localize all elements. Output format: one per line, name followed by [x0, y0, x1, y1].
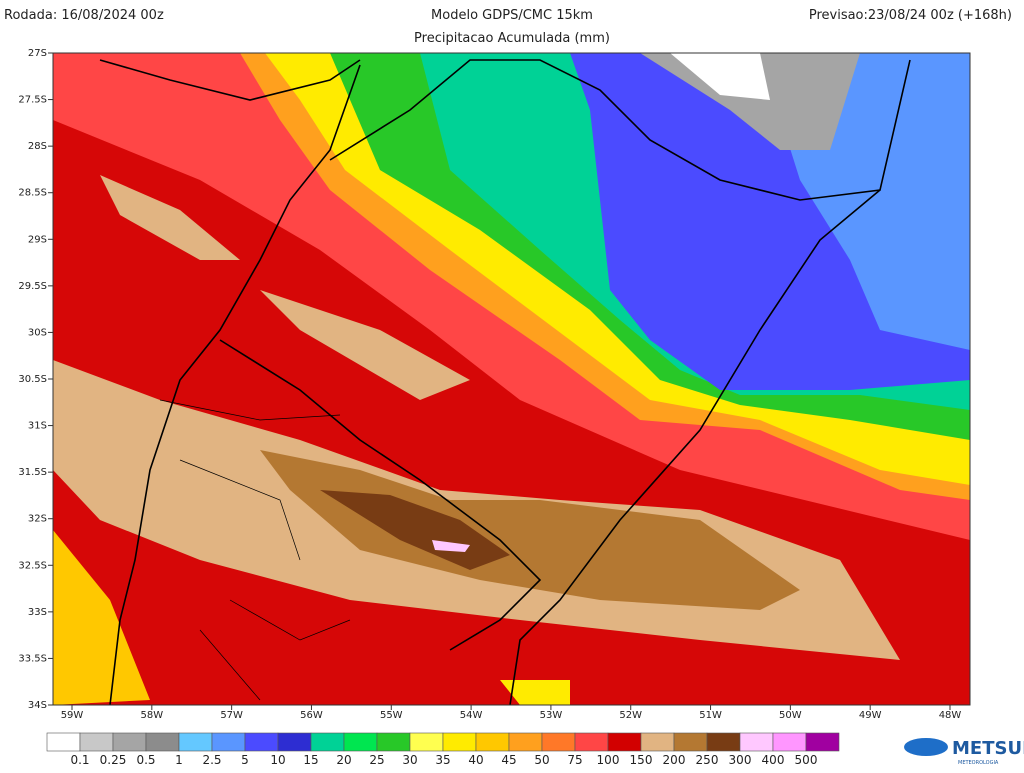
legend-swatch [244, 732, 279, 752]
legend-label: 25 [369, 753, 384, 767]
legend-label: 150 [630, 753, 653, 767]
lat-label: 27.5S [18, 95, 47, 106]
legend-swatch [706, 732, 741, 752]
lon-label: 50W [779, 710, 802, 721]
field-label: Precipitacao Acumulada (mm) [414, 31, 610, 46]
forecast-label: Previsao:23/08/24 00z (+168h) [809, 8, 1012, 23]
lon-label: 52W [619, 710, 642, 721]
lon-label: 51W [699, 710, 722, 721]
legend-swatch [805, 732, 840, 752]
legend-label: 250 [696, 753, 719, 767]
legend-swatch [178, 732, 213, 752]
legend-swatch [772, 732, 807, 752]
legend-swatch [508, 732, 543, 752]
legend-label: 20 [336, 753, 351, 767]
legend-label: 400 [762, 753, 785, 767]
lat-label: 32S [28, 514, 47, 525]
legend-swatch [145, 732, 180, 752]
legend-swatch [277, 732, 312, 752]
legend-label: 75 [567, 753, 582, 767]
lat-label: 29.5S [18, 281, 47, 292]
legend-label: 0.1 [70, 753, 89, 767]
lat-label: 33S [28, 607, 47, 618]
legend-label: 100 [597, 753, 620, 767]
borders [99, 59, 911, 706]
legend-swatch [376, 732, 411, 752]
lat-label: 32.5S [18, 560, 47, 571]
legend-label: 500 [795, 753, 818, 767]
logo: METSUL METEOROLOGIA [904, 738, 1024, 766]
legend-label: 40 [468, 753, 483, 767]
legend-label: 0.25 [100, 753, 127, 767]
lat-label: 29S [28, 234, 47, 245]
lat-label: 34S [28, 700, 47, 711]
legend-swatch [310, 732, 345, 752]
lon-label: 54W [460, 710, 483, 721]
legend-swatch [79, 732, 114, 752]
lat-label: 30S [28, 327, 47, 338]
lon-label: 58W [141, 710, 164, 721]
lon-label: 49W [859, 710, 882, 721]
logo-name: METSUL [952, 738, 1024, 759]
lon-label: 55W [380, 710, 403, 721]
legend-swatch [475, 732, 510, 752]
legend-label: 30 [402, 753, 417, 767]
lon-label: 59W [61, 710, 84, 721]
legend-swatch [739, 732, 774, 752]
legend-label: 35 [435, 753, 450, 767]
lon-label: 56W [300, 710, 323, 721]
legend-swatch [640, 732, 675, 752]
legend-swatch [409, 732, 444, 752]
logo-tagline: METEOROLOGIA [958, 760, 999, 766]
legend-label: 50 [534, 753, 549, 767]
lat-label: 31S [28, 421, 47, 432]
model-label: Modelo GDPS/CMC 15km [431, 8, 593, 23]
lon-label: 57W [220, 710, 243, 721]
legend-label: 10 [270, 753, 285, 767]
legend-label: 300 [729, 753, 752, 767]
lat-label: 30.5S [18, 374, 47, 385]
municipal-borders [159, 399, 351, 701]
legend-swatch [574, 732, 609, 752]
legend-label: 5 [241, 753, 249, 767]
lat-label: 31.5S [18, 467, 47, 478]
legend-swatch [343, 732, 378, 752]
legend-swatch [673, 732, 708, 752]
precip-field [53, 53, 970, 705]
lat-label: 28.5S [18, 188, 47, 199]
legend-label: 45 [501, 753, 516, 767]
lat-label: 33.5S [18, 653, 47, 664]
legend-label: 2.5 [202, 753, 221, 767]
run-label: Rodada: 16/08/2024 00z [4, 8, 164, 23]
legend-label: 0.5 [136, 753, 155, 767]
legend-swatch [541, 732, 576, 752]
legend-label: 1 [175, 753, 183, 767]
lat-label: 27S [28, 48, 47, 59]
lon-label: 53W [540, 710, 563, 721]
legend-swatch [112, 732, 147, 752]
lat-label: 28S [28, 141, 47, 152]
lon-label: 48W [939, 710, 962, 721]
legend-swatch [607, 732, 642, 752]
legend-swatch [442, 732, 477, 752]
legend-swatch [46, 732, 81, 752]
legend-swatch [211, 732, 246, 752]
legend-label: 15 [303, 753, 318, 767]
legend-label: 200 [663, 753, 686, 767]
